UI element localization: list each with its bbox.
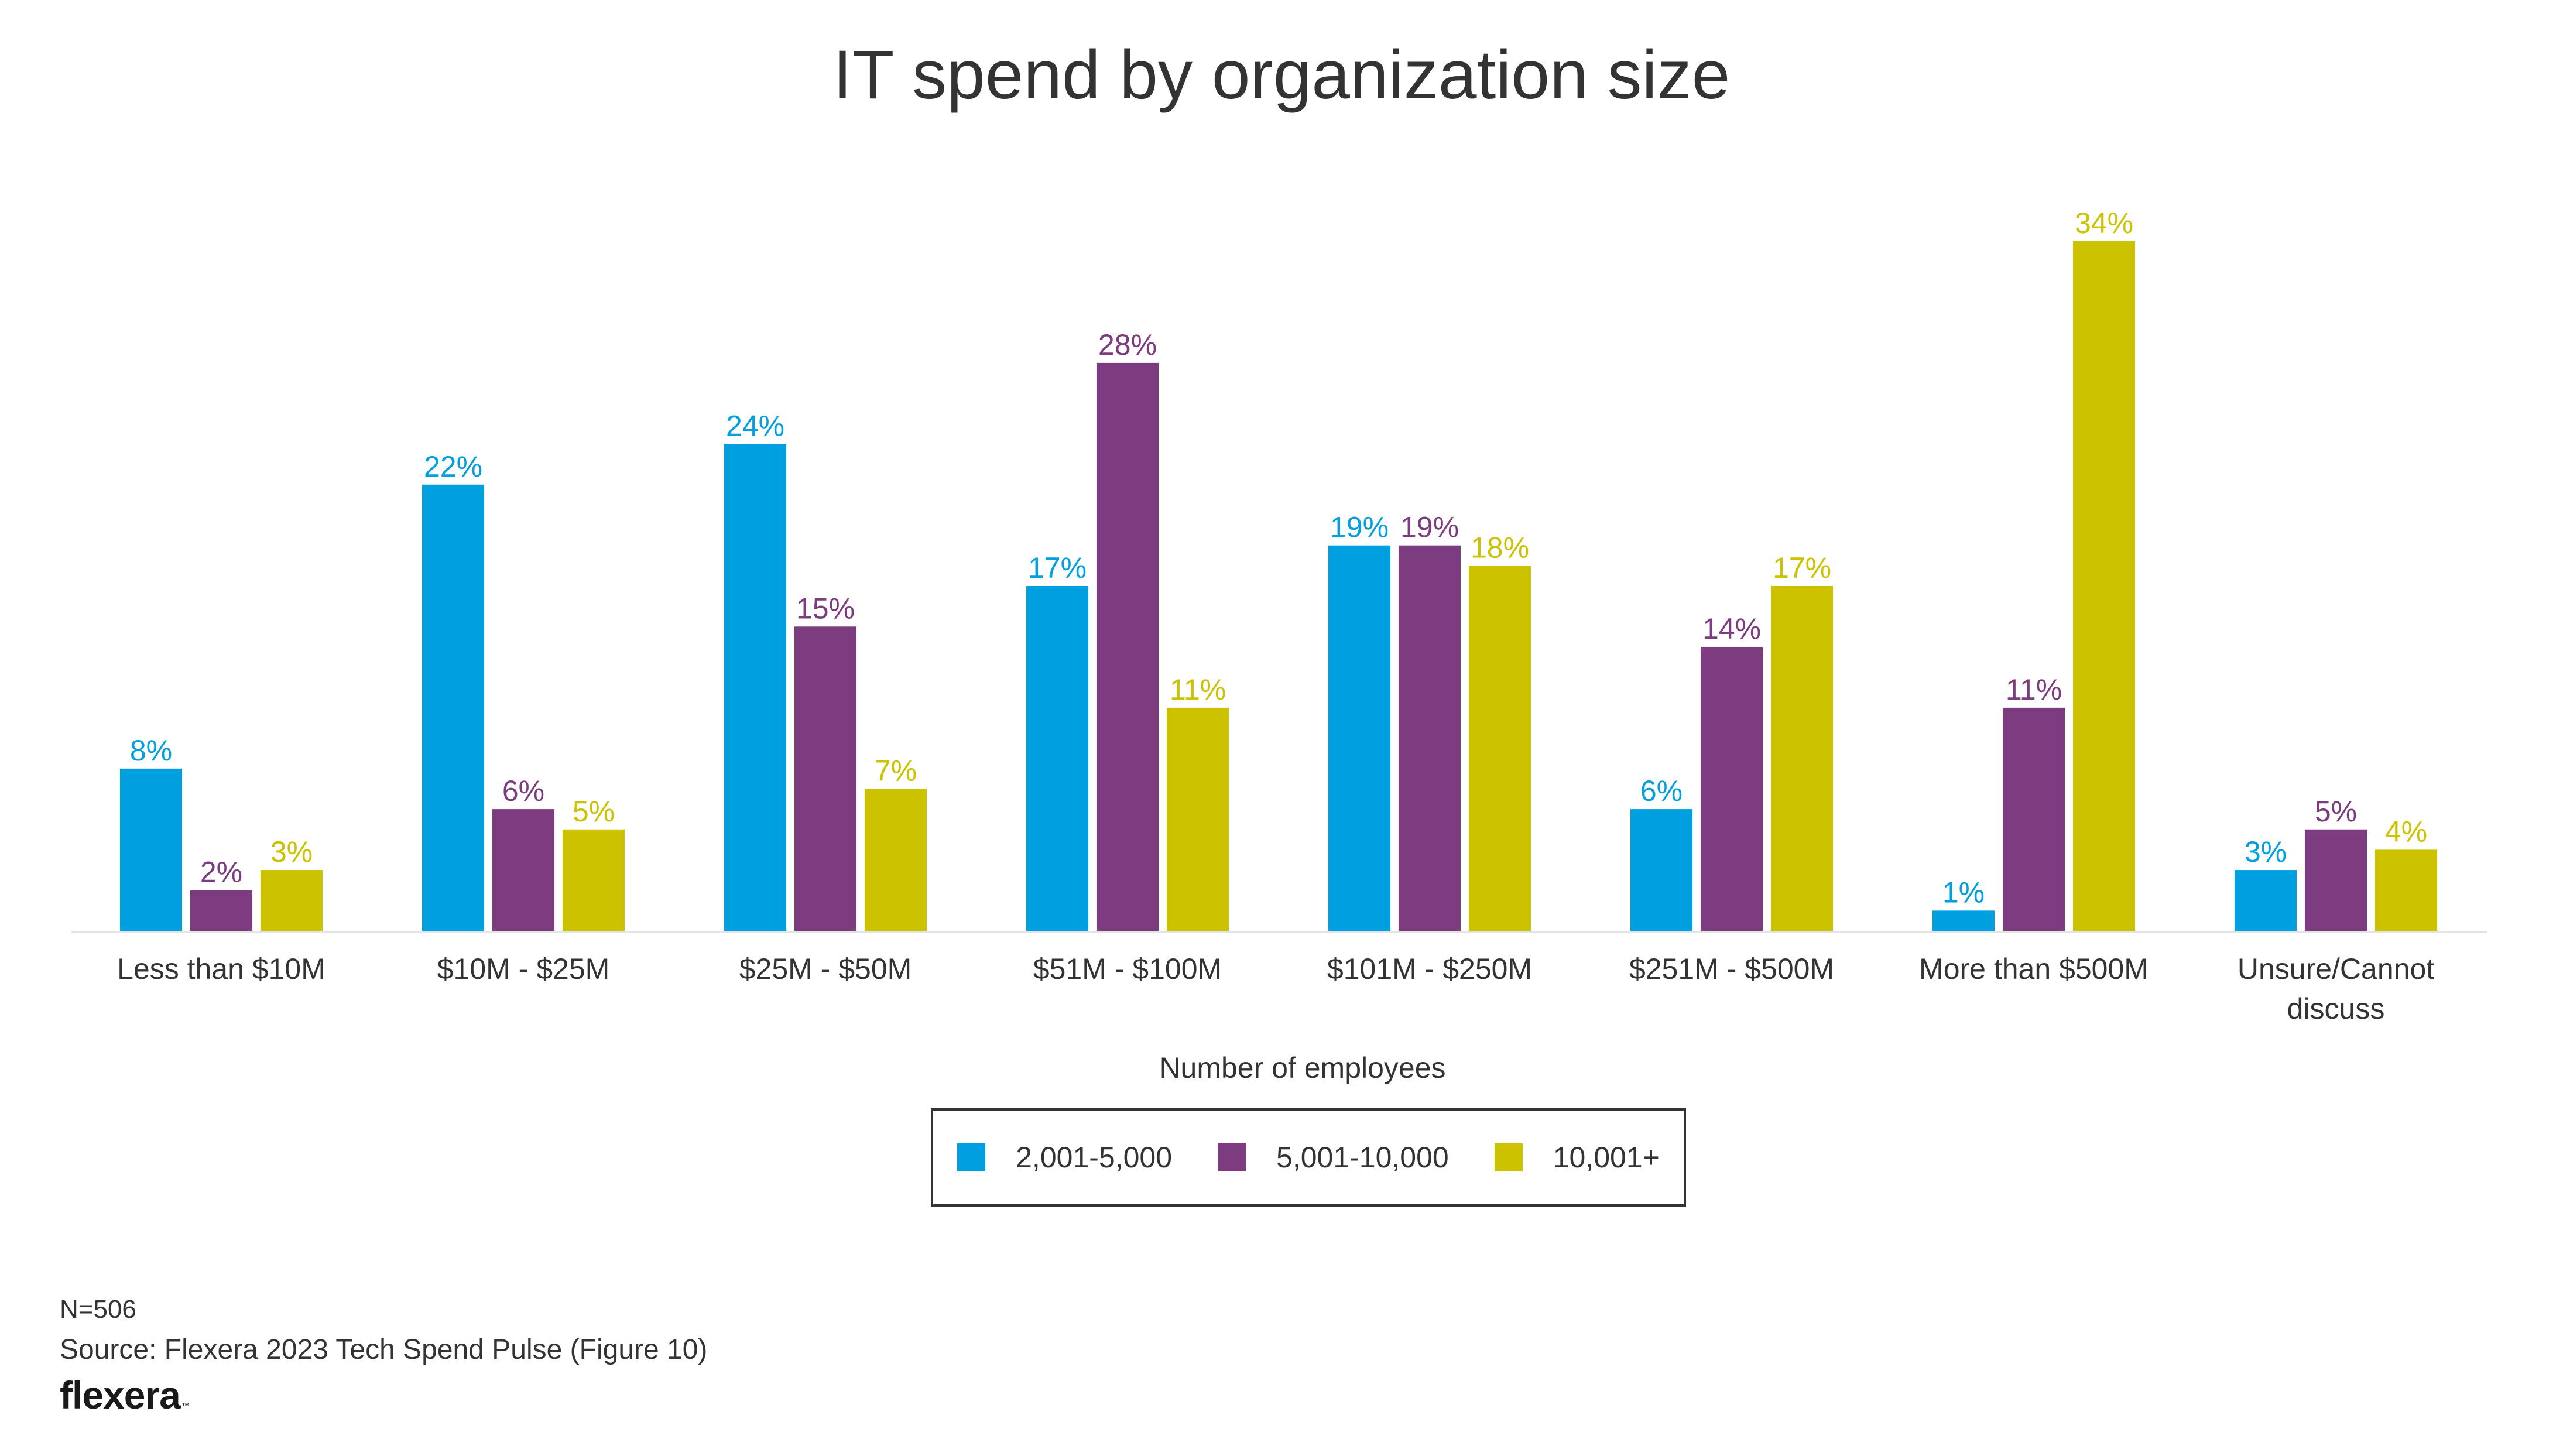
bar xyxy=(190,890,252,931)
legend-item-2001-5000[interactable]: 2,001-5,000 xyxy=(957,1140,1172,1174)
bar xyxy=(794,626,856,931)
bar xyxy=(1932,910,1995,931)
bar-value-label: 6% xyxy=(1640,775,1683,807)
bar xyxy=(261,870,323,931)
bar xyxy=(1167,707,1229,931)
bar xyxy=(724,444,786,931)
bar xyxy=(865,789,927,931)
bar-value-label: 8% xyxy=(130,734,172,767)
bar xyxy=(2073,241,2135,931)
flexera-logo: flexera ™ xyxy=(60,1373,190,1417)
legend-swatch-icon xyxy=(957,1143,986,1171)
category-label: Less than $10M xyxy=(117,953,325,985)
bar-value-label: 4% xyxy=(2385,815,2427,848)
category-label: $25M - $50M xyxy=(739,953,912,985)
bar-value-label: 24% xyxy=(726,409,784,442)
bar-value-label: 22% xyxy=(424,450,482,483)
bar-value-label: 15% xyxy=(796,592,855,625)
bar xyxy=(1630,809,1692,931)
bar xyxy=(2305,829,2367,931)
bar-value-label: 5% xyxy=(2315,795,2357,828)
bar-value-label: 28% xyxy=(1098,328,1157,361)
bar xyxy=(1328,545,1390,931)
bar-value-label: 5% xyxy=(573,795,615,828)
bar-value-label: 19% xyxy=(1400,511,1459,544)
bar-value-label: 11% xyxy=(1170,673,1226,706)
bar xyxy=(1399,545,1461,931)
category-label: $251M - $500M xyxy=(1629,953,1834,985)
legend: 2,001-5,000 5,001-10,000 10,001+ xyxy=(931,1108,1686,1207)
bar xyxy=(2003,707,2065,931)
bar-value-label: 6% xyxy=(502,775,544,807)
category-label: $10M - $25M xyxy=(437,953,610,985)
legend-label: 10,001+ xyxy=(1553,1141,1660,1174)
logo-text: flexera xyxy=(60,1373,181,1417)
bar xyxy=(1469,566,1531,931)
category-label: $101M - $250M xyxy=(1327,953,1532,985)
bar xyxy=(120,768,182,931)
sample-size-note: N=506 xyxy=(60,1295,136,1324)
legend-swatch-icon xyxy=(1218,1143,1246,1171)
bar xyxy=(1097,362,1159,931)
category-label: More than $500M xyxy=(1919,953,2149,985)
legend-title: Number of employees xyxy=(1159,1051,1446,1084)
legend-label: 5,001-10,000 xyxy=(1276,1141,1449,1174)
trademark-mark: ™ xyxy=(181,1401,190,1410)
bar xyxy=(1771,586,1833,931)
bar-value-label: 34% xyxy=(2075,207,2133,239)
bar xyxy=(422,484,484,931)
bar-value-label: 18% xyxy=(1471,531,1529,564)
bar-value-label: 11% xyxy=(2006,673,2062,706)
bar-value-label: 14% xyxy=(1702,612,1761,645)
bar xyxy=(2375,849,2437,931)
bar-value-label: 1% xyxy=(1942,876,1985,909)
bar xyxy=(2235,870,2297,931)
bar xyxy=(563,829,625,931)
bar-value-label: 2% xyxy=(200,856,242,889)
category-label: Unsure/Cannot discuss xyxy=(2238,953,2434,1025)
bar xyxy=(1026,586,1088,931)
chart-title: IT spend by organization size xyxy=(832,36,1731,114)
legend-label: 2,001-5,000 xyxy=(1016,1141,1173,1174)
bar-value-label: 19% xyxy=(1330,511,1389,544)
bars-layer xyxy=(120,241,2437,931)
bar-value-label: 3% xyxy=(270,835,313,868)
bar-value-label: 3% xyxy=(2245,835,2287,868)
bar xyxy=(492,809,554,931)
bar xyxy=(1701,646,1763,931)
value-labels-layer: 8% 2% 3% 22% 6% 5% 24% 15% 7% 17% 28% 11% 19% 19% 18% 6… xyxy=(130,207,2427,909)
bar-value-label: 7% xyxy=(875,754,917,787)
bar-value-label: 17% xyxy=(1773,551,1831,584)
bar-value-label: 17% xyxy=(1028,551,1087,584)
category-labels-layer: Less than $10M $10M - $25M $25M - $50M $51M… xyxy=(117,953,2434,1025)
category-label: $51M - $100M xyxy=(1033,953,1222,985)
legend-swatch-icon xyxy=(1494,1143,1523,1171)
source-note: Source: Flexera 2023 Tech Spend Pulse (F… xyxy=(60,1334,708,1365)
legend-item-10001-plus[interactable]: 10,001+ xyxy=(1494,1140,1660,1174)
legend-item-5001-10000[interactable]: 5,001-10,000 xyxy=(1218,1140,1449,1174)
